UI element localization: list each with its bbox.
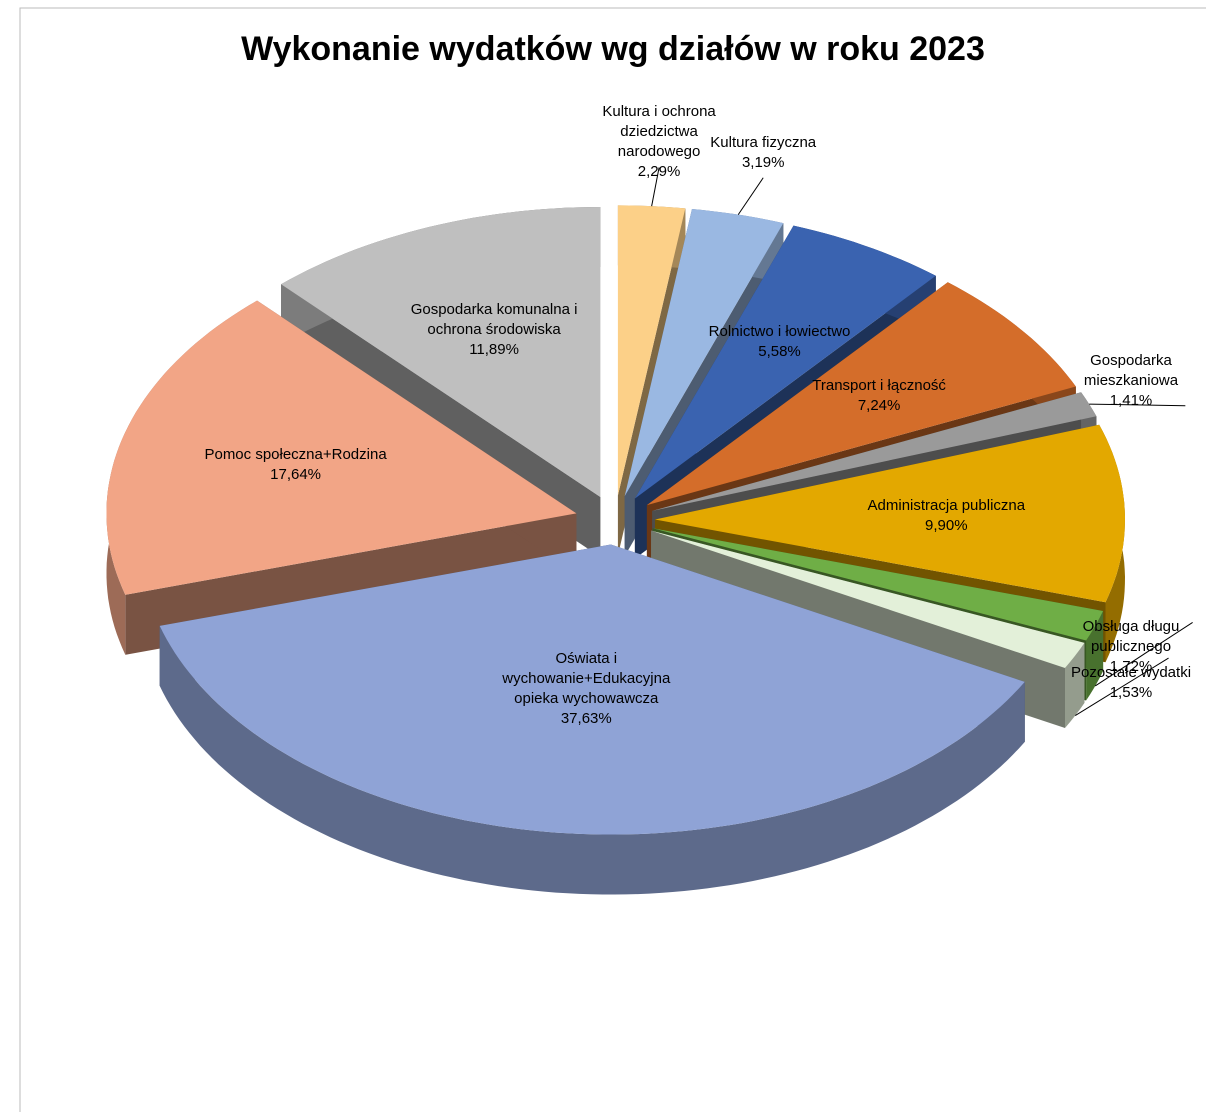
slice-value: 1,41% (1109, 391, 1153, 409)
slice-name: Administracja publiczna (867, 496, 1026, 514)
data-label: Kultura fizyczna 3,19% (688, 133, 838, 173)
data-label: Pozostałe wydatki 1,53% (1056, 663, 1206, 703)
slice (651, 530, 1085, 668)
slice-name: Gospodarka mieszkaniowa (1083, 351, 1179, 389)
slice-name: Transport i łączność (812, 377, 946, 395)
slice (646, 282, 1076, 506)
slice-name: Gospodarka komunalna i ochrona środowisk… (410, 300, 578, 338)
slice-wall (1065, 642, 1085, 728)
slice-value: 1,53% (1109, 684, 1153, 702)
data-label: Administracja publiczna 9,90% (846, 496, 1046, 536)
slice (624, 209, 784, 497)
leader-line (651, 167, 660, 207)
slice-value: 9,90% (925, 516, 968, 534)
slice (281, 207, 601, 497)
slice (634, 225, 936, 499)
data-label: Gospodarka mieszkaniowa 1,41% (1056, 351, 1206, 411)
slice-name: Kultura i ochrona dziedzictwa narodowego (602, 103, 716, 161)
chart-border (19, 7, 1206, 1112)
slice-value: 5,58% (758, 343, 801, 361)
leader-line (1074, 657, 1169, 716)
leader-line (1089, 403, 1186, 407)
slice-wall (159, 625, 1025, 895)
slice (652, 528, 1104, 641)
slice-name: Rolnictwo i łowiectwo (708, 323, 851, 341)
chart-title: Wykonanie wydatków wg działów w roku 202… (241, 30, 985, 68)
data-label: Gospodarka komunalna i ochrona środowisk… (394, 300, 594, 360)
data-label: Rolnictwo i łowiectwo 5,58% (680, 322, 880, 362)
leader-line (1094, 621, 1193, 687)
data-label: Obsługa długu publicznego 1,72% (1056, 617, 1206, 677)
slice (652, 392, 1097, 511)
slice-value: 11,89% (469, 340, 519, 358)
data-label: Pomoc społeczna+Rodzina 17,64% (196, 445, 396, 485)
slice (655, 424, 1125, 603)
slice-value: 17,64% (270, 466, 322, 484)
slice-value: 7,24% (857, 397, 901, 415)
slice (106, 300, 577, 595)
slice-name: Kultura fizyczna (710, 133, 817, 151)
slice-value: 2,29% (637, 163, 681, 181)
slice-name: Pozostałe wydatki (1070, 664, 1192, 682)
slice-name: Obsługa długu publicznego (1082, 618, 1180, 656)
slice-name: Pomoc społeczna+Rodzina (204, 446, 387, 464)
data-label: Kultura i ochrona dziedzictwa narodowego… (584, 102, 734, 182)
slice-value: 1,72% (1109, 658, 1153, 676)
slice-value: 37,63% (560, 709, 612, 727)
leader-line (737, 177, 764, 215)
slice-value: 3,19% (741, 153, 785, 171)
slice (159, 544, 1025, 835)
slice-wall (1086, 611, 1104, 701)
data-label: Oświata i wychowanie+Edukacyjna opieka w… (486, 649, 686, 729)
slice-name: Oświata i wychowanie+Edukacyjna opieka w… (502, 649, 671, 707)
slice (617, 205, 686, 496)
data-label: Transport i łączność 7,24% (779, 376, 979, 416)
